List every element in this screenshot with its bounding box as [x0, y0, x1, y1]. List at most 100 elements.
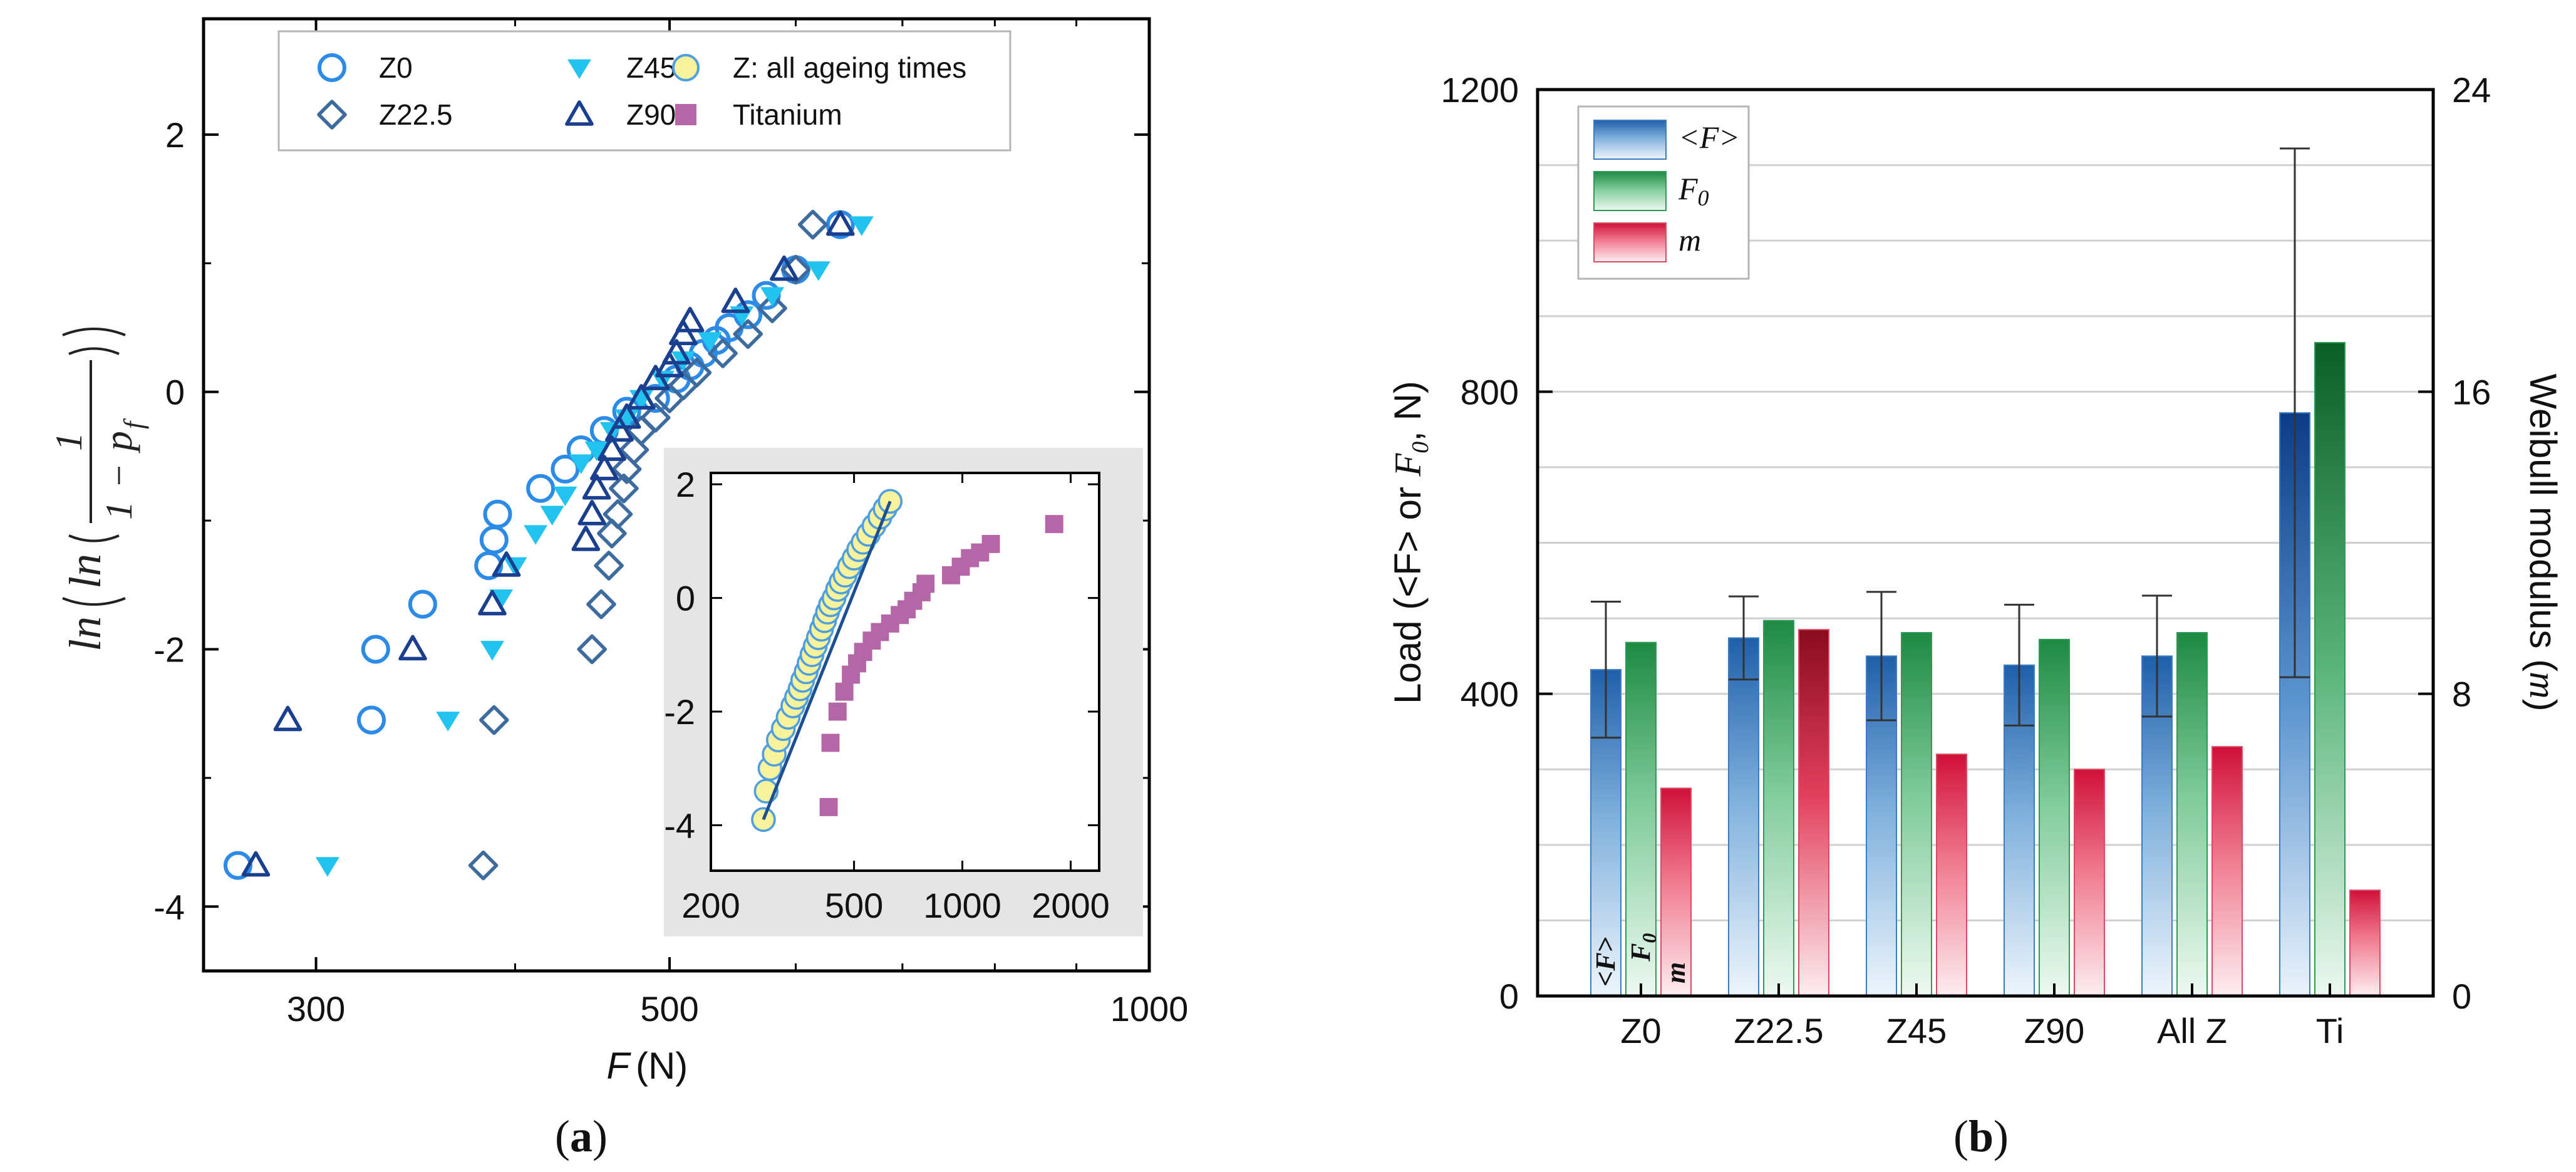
data-point [483, 499, 512, 529]
panel-a: ln ln 1 1 − p f F (N) (a) 300 500 1000 -4 -2… [48, 17, 1188, 1161]
data-point [584, 441, 609, 462]
data-point [571, 526, 601, 551]
inset-x-tick-label: 500 [825, 886, 883, 925]
series-z90 [241, 210, 855, 877]
x-tick-label: All Z [2157, 1011, 2227, 1050]
data-point [526, 474, 556, 503]
inset-x-tick-label: 2000 [1032, 886, 1110, 925]
inset-data-point [828, 702, 847, 721]
panel-b-bars: <F> F0m [1590, 147, 2381, 997]
ylabel-p: p [96, 431, 140, 454]
data-point [619, 435, 649, 465]
inset-fit-line [762, 500, 892, 821]
panel-a-inset: 200 500 1000 2000 -4 -2 0 2 [664, 448, 1143, 936]
data-point [273, 705, 303, 732]
data-point [627, 384, 656, 410]
data-point [681, 358, 712, 388]
data-point [577, 634, 608, 665]
bar [1901, 631, 1932, 997]
panel-a-letter: (a) [555, 1111, 608, 1161]
b-ylabel-d: , N) [1387, 381, 1429, 442]
ylabel-ln-outer: ln [60, 616, 110, 651]
bar [2176, 631, 2208, 997]
legend-item-z90: Z90 [565, 98, 676, 131]
bar-group-z90 [2004, 603, 2105, 997]
panel-a-x-axis-label-var: F [606, 1045, 631, 1087]
data-point [551, 454, 580, 484]
bar [1763, 620, 1794, 997]
bar-inner-label-m: m [1660, 962, 1691, 983]
data-point [806, 261, 830, 281]
inset-y-tick-label: 2 [676, 465, 695, 504]
inset-data-point [821, 734, 840, 752]
legend-item-f-mean: <F> [1593, 120, 1740, 160]
panel-a-plot-frame [202, 17, 1151, 973]
ylabel-paren-inner-left [68, 534, 120, 542]
y-tick-label: 0 [165, 373, 185, 412]
panel-a-x-axis-label-unit: (N) [636, 1045, 688, 1087]
inset-series-titanium [819, 515, 1063, 816]
data-point [611, 454, 642, 484]
y-tick-label: 2 [165, 115, 185, 155]
legend-swatch [1593, 120, 1667, 160]
data-point [586, 589, 616, 620]
y-tick-label: -4 [153, 887, 185, 926]
data-point [480, 641, 504, 661]
ylabel-numerator: 1 [48, 432, 90, 451]
legend-marker [565, 100, 594, 126]
legend-marker [672, 54, 700, 81]
data-point [609, 473, 639, 504]
ylabel-ln-inner: ln [60, 554, 110, 589]
legend-item-m: m [1593, 222, 1701, 262]
data-point [698, 332, 722, 352]
bar-inner-label-f0: F0 [1625, 933, 1660, 962]
inset-y-tick-label: 0 [676, 579, 695, 618]
data-point [603, 499, 633, 529]
inset-data-point [981, 534, 1000, 553]
inset-points [751, 489, 1063, 832]
legend-swatch [1593, 222, 1667, 262]
legend-swatch [1593, 171, 1667, 211]
y2-tick-label: 0 [2452, 977, 2471, 1016]
legend-label: <F> [1679, 120, 1740, 155]
data-point [757, 293, 787, 323]
bar [2314, 341, 2346, 997]
data-point [798, 209, 828, 240]
b-ylabel-a: Load (<F> or [1387, 476, 1429, 704]
data-point [708, 338, 738, 368]
data-point [582, 474, 611, 500]
ylabel-paren-left [62, 597, 126, 606]
data-point [655, 351, 684, 378]
legend-marker [318, 53, 346, 82]
data-point [721, 288, 750, 313]
data-point [524, 525, 548, 545]
data-point [662, 339, 691, 365]
legend-label-main: <F> [1679, 120, 1740, 155]
data-point [357, 705, 386, 735]
legend-item-f0: F0 [1593, 171, 1709, 211]
y-tick-label: 0 [1499, 977, 1519, 1016]
legend-marker [567, 59, 591, 80]
y-tick-label: 400 [1461, 675, 1519, 714]
bar [2211, 746, 2243, 997]
inset-data-point [916, 574, 935, 593]
data-point [669, 319, 698, 346]
data-point [733, 319, 763, 350]
y-tick-label: 800 [1461, 372, 1519, 412]
b-ylabel-b: F [1387, 452, 1429, 477]
bar [1660, 787, 1692, 997]
data-point [577, 500, 607, 526]
inset-y-tick-label: -2 [664, 692, 695, 732]
b-ylabel-c: 0 [1407, 442, 1434, 454]
ylabel-paren-right [62, 328, 126, 336]
legend-label: Z22.5 [379, 98, 453, 131]
data-point [849, 216, 874, 236]
data-point [590, 455, 619, 480]
y2-tick-label: 16 [2452, 372, 2491, 412]
inset-axes: 200 500 1000 2000 -4 -2 0 2 [664, 465, 1110, 925]
x-tick-label: Ti [2316, 1011, 2344, 1050]
panel-a-letter-text: a [570, 1111, 592, 1161]
bar-inner-label-f0-main: F [1625, 943, 1656, 962]
